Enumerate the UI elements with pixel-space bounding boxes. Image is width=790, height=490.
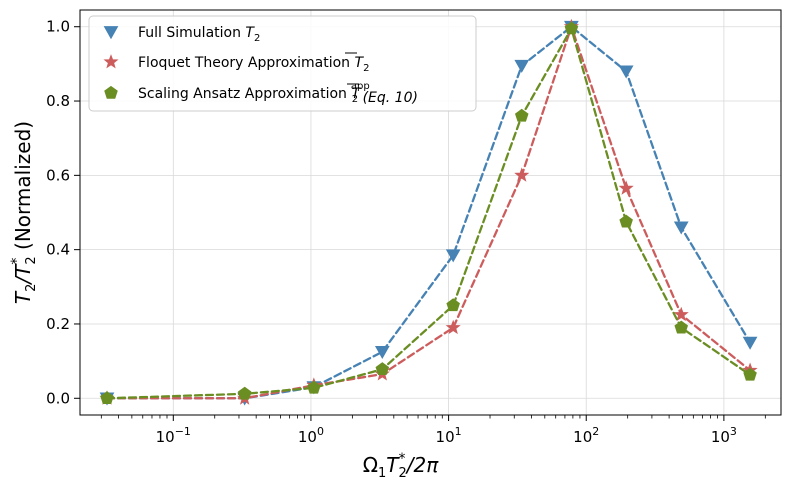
data-point — [374, 346, 390, 360]
data-point — [673, 306, 689, 322]
x-axis-label: Ω1T* 2/2π — [363, 451, 440, 481]
legend-item-3: Scaling Ansatz Approximation Tapp 2 (Eq. … — [104, 81, 418, 106]
x-tick-label: 100 — [298, 425, 324, 446]
data-point — [307, 380, 321, 394]
data-point — [618, 180, 634, 195]
x-tick-label: 10−1 — [156, 425, 191, 446]
plot-series — [99, 18, 758, 406]
legend-box — [88, 15, 477, 112]
y-tick-label: 0.2 — [46, 315, 70, 333]
y-tick-label: 0.6 — [46, 166, 70, 184]
data-point — [673, 221, 689, 235]
data-point — [446, 298, 460, 312]
legend-marker — [104, 85, 118, 99]
data-point — [445, 249, 461, 263]
data-point — [618, 65, 634, 79]
data-point — [743, 367, 757, 381]
data-point — [514, 167, 530, 182]
legend-marker — [103, 26, 119, 40]
legend-marker — [103, 54, 119, 69]
legend: Full Simulation T2 Floquet Theory Approxi… — [88, 15, 477, 112]
y-tick-label: 1.0 — [46, 18, 70, 36]
data-point — [514, 108, 529, 122]
data-point — [514, 59, 530, 73]
data-point — [742, 336, 758, 350]
series-line — [105, 25, 752, 400]
legend-item-1: Full Simulation T2 — [103, 25, 260, 44]
data-point — [375, 362, 390, 376]
x-tick-label: 101 — [436, 425, 462, 446]
series-3 — [100, 21, 757, 405]
y-tick-label: 0.0 — [46, 389, 70, 407]
data-point — [674, 320, 689, 334]
data-point — [100, 391, 114, 405]
y-tick-label: 0.8 — [46, 92, 70, 110]
data-point — [564, 21, 579, 35]
legend-label: Scaling Ansatz Approximation Tapp 2 (Eq. … — [138, 81, 418, 106]
y-tick-label: 0.4 — [46, 241, 70, 259]
plot-frame — [79, 9, 782, 416]
x-tick-label: 103 — [711, 425, 737, 446]
data-point — [445, 319, 461, 335]
legend-label: Floquet Theory Approximation T2 — [138, 55, 369, 74]
axis-labels: Ω1T* 2/2π T2/T*2 (Normalized) — [9, 121, 439, 481]
data-point — [237, 386, 252, 400]
data-point — [619, 214, 633, 228]
y-axis-label: T2/T*2 (Normalized) — [9, 121, 39, 304]
legend-item-2: Floquet Theory Approximation T2 — [103, 52, 369, 74]
axes: 10−1 100 101 102 103 0.0 0.2 0.4 0.6 0.8 1.0 — [46, 18, 766, 446]
legend-label: Full Simulation T2 — [138, 25, 260, 44]
x-tick-label: 102 — [573, 425, 599, 446]
